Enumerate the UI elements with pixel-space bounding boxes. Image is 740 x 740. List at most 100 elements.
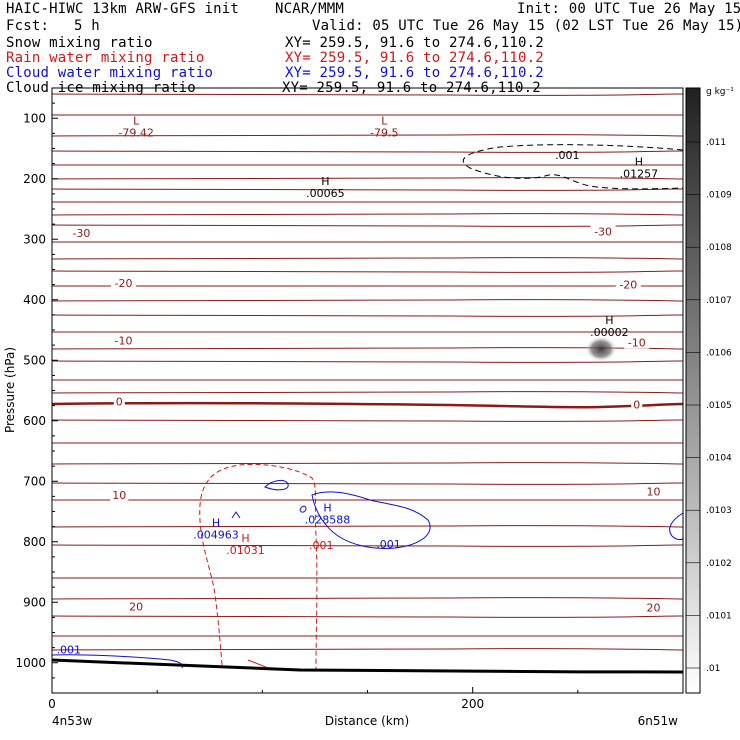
isotherm-line	[51, 270, 684, 273]
temp-label-bg	[111, 275, 137, 289]
x-tick-label: 200	[461, 697, 484, 711]
isotherm-line	[51, 177, 684, 180]
rain-water-contour	[199, 463, 318, 671]
temp-label-bg	[624, 335, 650, 349]
isotherm-line	[51, 93, 684, 96]
y-tick-label: 500	[23, 353, 46, 367]
extremum-value: .01031	[226, 544, 265, 557]
temp-contour-label: 10	[647, 486, 661, 499]
temp-contour-label: -20	[115, 277, 133, 290]
colorbar-tick-label: .0109	[706, 191, 732, 201]
colorbar-tick-label: .0102	[706, 559, 732, 569]
extremum-marker: L	[381, 114, 388, 127]
isotherm-line	[51, 299, 684, 302]
isotherm-line	[51, 482, 684, 485]
extremum-value: .00002	[590, 326, 629, 339]
extremum-value: .00065	[306, 187, 345, 200]
temp-label-bg	[68, 226, 94, 240]
isotherm-line	[51, 391, 684, 394]
y-tick-label: 1000	[15, 656, 46, 670]
temp-contour-label: 20	[647, 602, 661, 615]
valid-time: Valid: 05 UTC Tue 26 May 15 (02 LST Tue …	[312, 18, 740, 34]
cloud-water-contour	[311, 491, 431, 549]
extremum-value: .028588	[305, 514, 351, 527]
y-tick-label: 800	[23, 535, 46, 549]
x-right-endpoint: 6n51w	[638, 714, 679, 728]
isotherm-line	[51, 150, 684, 153]
contour-label: .001	[376, 538, 401, 551]
isotherm-line	[51, 615, 684, 618]
colorbar-tick-label: .0105	[706, 401, 732, 411]
colorbar-tick-label: .0106	[706, 348, 732, 358]
y-tick-label: 400	[23, 293, 46, 307]
temp-label-bg	[113, 394, 125, 408]
snow-shading	[585, 336, 617, 362]
temp-contour-label: -10	[115, 334, 133, 347]
temp-contour-label: -30	[72, 227, 90, 240]
contour-label: .001	[309, 539, 334, 552]
temp-contour-label: 0	[116, 395, 123, 408]
extremum-value: -79.5	[370, 126, 398, 139]
fcst-label: Fcst:	[6, 18, 50, 34]
contour-label: .001	[555, 149, 580, 162]
temp-label-bg	[110, 488, 129, 502]
temp-contour-label: 0	[633, 398, 640, 411]
extremum-marker: H	[241, 532, 249, 545]
field-label-snow: Snow mixing ratio	[6, 35, 153, 51]
extremum-marker: L	[133, 114, 140, 127]
y-tick-label: 300	[23, 232, 46, 246]
terrain-line	[51, 658, 684, 674]
colorbar-tick-label: .011	[706, 138, 726, 148]
field-xy-cloud-ice: XY= 259.5, 91.6 to 274.6,110.2	[282, 80, 541, 96]
field-xy-cloud-water: XY= 259.5, 91.6 to 274.6,110.2	[285, 65, 544, 81]
isotherm-line	[51, 462, 684, 465]
isotherm-line	[51, 648, 684, 651]
cloud-water-contour-small	[264, 479, 289, 491]
temp-label-bg	[631, 397, 643, 411]
y-tick-label: 900	[23, 595, 46, 609]
org-label: NCAR/MMM	[275, 1, 345, 17]
temp-label-bg	[127, 599, 146, 613]
temp-contour-label: -20	[619, 279, 637, 292]
colorbar-tick-label: .0104	[706, 454, 732, 464]
isotherm-line	[51, 525, 684, 528]
isotherm-line	[51, 597, 684, 600]
extremum-marker: H	[605, 314, 613, 327]
temp-contour-label: -10	[628, 337, 646, 350]
extremum-value: -79.42	[118, 126, 153, 139]
temp-label-bg	[615, 277, 641, 291]
field-label-cloud-water: Cloud water mixing ratio	[6, 65, 214, 81]
extremum-marker: H	[323, 502, 331, 515]
extremum-marker: H	[321, 175, 329, 188]
y-tick-label: 100	[23, 111, 46, 125]
extremum-marker: H	[212, 517, 220, 530]
colorbar-tick-label: .0108	[706, 243, 732, 253]
colorbar-tick-label: .01	[706, 664, 720, 674]
cloud-water-contour-edge	[669, 512, 684, 541]
colorbar-tick-label: .0101	[706, 611, 732, 621]
isotherm-line	[51, 134, 684, 137]
field-xy-rain: XY= 259.5, 91.6 to 274.6,110.2	[285, 50, 544, 66]
extremum-marker: H	[635, 155, 643, 168]
y-tick-label: 600	[23, 414, 46, 428]
init-time: Init: 00 UTC Tue 26 May 15	[517, 1, 740, 17]
extremum-value: .01257	[620, 167, 659, 180]
temp-contour-label: -30	[594, 225, 612, 238]
colorbar-tick-label: .0107	[706, 296, 732, 306]
temperature-contours	[51, 93, 684, 651]
contour-label: .001	[57, 643, 82, 656]
fcst-value: 5 h	[74, 18, 100, 34]
isotherm-line	[51, 213, 684, 216]
cloud-ice-contour	[462, 144, 684, 190]
isotherm-line	[51, 360, 684, 363]
extremum-value: .004963	[193, 529, 239, 542]
isotherm-line	[51, 224, 684, 227]
temp-label-bg	[644, 484, 663, 498]
colorbar	[685, 87, 701, 694]
temp-contour-label: 20	[129, 600, 143, 613]
x-left-endpoint: 4n53w	[52, 714, 93, 728]
field-xy-snow: XY= 259.5, 91.6 to 274.6,110.2	[285, 35, 544, 51]
zero-isotherm	[51, 401, 684, 409]
